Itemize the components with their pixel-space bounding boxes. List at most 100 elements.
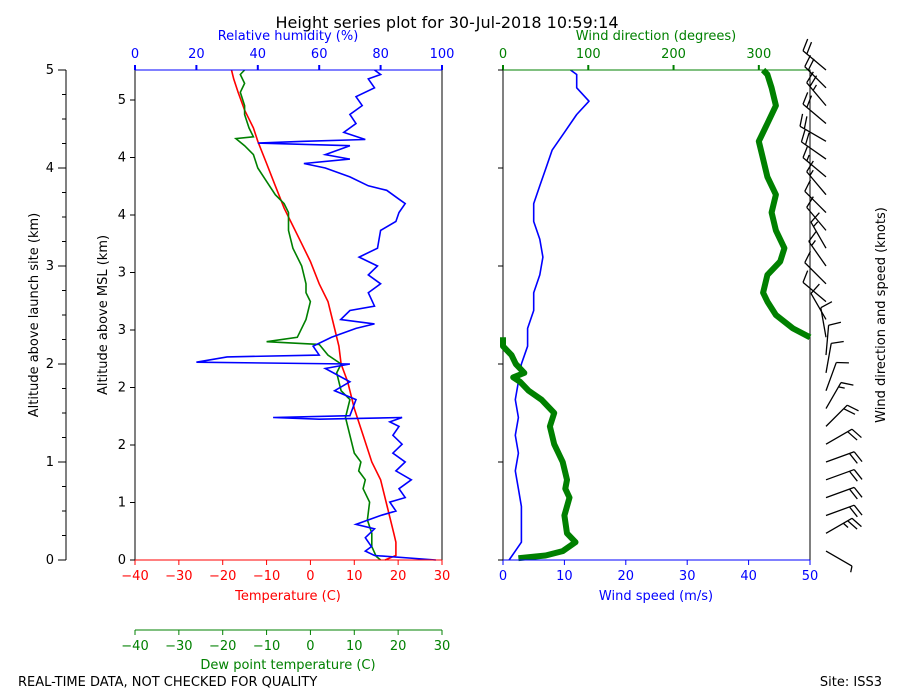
wind-barb-half-flag [850, 565, 853, 573]
wind-barb-flag [847, 520, 858, 530]
wind-barb-flag [806, 41, 813, 55]
wind-speed-line [508, 69, 590, 561]
humidity-tick-label: 0 [131, 47, 139, 62]
wind-barb-flag [799, 113, 804, 127]
wind-barb-flag [828, 321, 842, 326]
wind-barb-flag [810, 283, 820, 294]
wind-barb-flag [808, 230, 817, 242]
temperature-tick-label: −20 [209, 569, 236, 584]
wind-barb [825, 428, 862, 445]
wind-direction-tick-label: 200 [661, 47, 686, 62]
wind-barb [820, 301, 833, 338]
wind-barb-flag [851, 428, 862, 439]
wind-speed-tick-label: 50 [802, 569, 819, 584]
dewpoint-axis-label: Dew point temperature (C) [200, 658, 375, 673]
wind-barb-half-flag [813, 221, 819, 227]
msl-tick-label: 4 [118, 151, 126, 166]
wind-speed-tick-label: 0 [499, 569, 507, 584]
wind-barb-staff [802, 281, 827, 303]
wind-barb-flag [804, 55, 812, 67]
wind-speed-tick-label: 30 [679, 569, 696, 584]
footer-quality-note: REAL-TIME DATA, NOT CHECKED FOR QUALITY [18, 675, 317, 690]
wind-barb-flag [848, 470, 858, 482]
dewpoint-tick-label: −40 [121, 639, 148, 654]
wind-speed-tick-label: 40 [740, 569, 757, 584]
wind-barb [808, 230, 827, 267]
wind-barb-flag [848, 453, 858, 464]
msl-tick-label: 4 [118, 208, 126, 223]
wind-barb-flag [848, 488, 858, 500]
wind-barb [810, 283, 827, 320]
wind-barb-staff [806, 206, 827, 231]
msl-tick-label: 2 [118, 438, 126, 453]
wind-barb [802, 38, 827, 71]
wind-direction-tick-label: 0 [499, 47, 507, 62]
wind-barb-flag [831, 340, 844, 345]
wind-barb-flag [803, 116, 808, 129]
temperature-tick-label: −30 [165, 569, 192, 584]
humidity-axis-label: Relative humidity (%) [218, 29, 359, 44]
msl-tick-label: 0 [118, 553, 126, 568]
dewpoint-tick-label: −10 [253, 639, 280, 654]
msl-tick-label: 3 [118, 323, 126, 338]
wind-barb-flag [853, 451, 863, 463]
wind-barb [802, 92, 827, 124]
wind-barb-flag [804, 251, 812, 263]
wind-barb-flag [802, 270, 809, 283]
wind-barb [825, 468, 863, 482]
wind-barb [825, 404, 859, 427]
wind-barb-staff [825, 362, 837, 391]
wind-barb-staff [825, 550, 853, 567]
outer-axis-tick-label: 0 [46, 553, 54, 568]
wind-barb [825, 321, 842, 356]
wind-barb-flag [800, 129, 806, 143]
dewpoint-tick-label: 30 [434, 639, 451, 654]
wind-barb-flag [820, 301, 833, 309]
dewpoint-tick-label: −30 [165, 639, 192, 654]
wind-barb-half-flag [838, 386, 845, 389]
outer-axis-tick-label: 4 [46, 161, 54, 176]
outer-axis-tick-label: 2 [46, 357, 54, 372]
wind-barb [825, 504, 863, 518]
wind-barb [825, 381, 854, 409]
wind-barb [799, 113, 827, 142]
wind-barb-flag [804, 179, 812, 192]
wind-direction-line [755, 67, 812, 340]
wind-barb-flag [802, 145, 809, 158]
humidity-tick-label: 60 [311, 47, 328, 62]
humidity-tick-label: 100 [430, 47, 455, 62]
wind-speed-tick-label: 10 [556, 569, 573, 584]
dewpoint-tick-label: 0 [306, 639, 314, 654]
wind-barb [825, 361, 849, 391]
wind-barb [825, 486, 863, 500]
wind-barbs-panel: Wind direction and speed (knots) [799, 38, 889, 573]
wind-barb-half-flag [811, 240, 816, 246]
wind-barb-staff [808, 241, 827, 267]
wind-barb-flag [846, 404, 859, 412]
wind-barb [825, 550, 853, 573]
wind-barb-staff [804, 66, 827, 89]
temperature-tick-label: 20 [390, 569, 407, 584]
outer-axis-tick-label: 3 [46, 259, 54, 274]
wind-direction-line [500, 337, 579, 562]
temperature-tick-label: 30 [434, 569, 451, 584]
wind-barb [804, 179, 827, 214]
wind-barb [806, 160, 827, 196]
msl-tick-label: 5 [118, 93, 126, 108]
chart-title: Height series plot for 30-Jul-2018 10:59… [275, 13, 618, 32]
wind-barb-staff [804, 262, 827, 285]
outer-axis-tick-label: 5 [46, 63, 54, 78]
wind-barb-flag [853, 469, 863, 480]
wind-barb-half-flag [812, 84, 818, 91]
wind-barb-staff [802, 50, 827, 71]
humidity-tick-label: 20 [188, 47, 205, 62]
dew-point-line [233, 69, 382, 561]
wind-barb-flag [806, 95, 813, 108]
thermo-panel: −40 −30 −20 −10 0 10 20 300 20 40 60 80 100−40 −30 −20… [96, 29, 454, 673]
wind-barb-half-flag [842, 522, 849, 528]
wind-barb [800, 129, 827, 160]
wind-barb-flag [840, 381, 854, 386]
humidity-tick-label: 40 [250, 47, 267, 62]
wind-barb-staff [825, 325, 830, 356]
